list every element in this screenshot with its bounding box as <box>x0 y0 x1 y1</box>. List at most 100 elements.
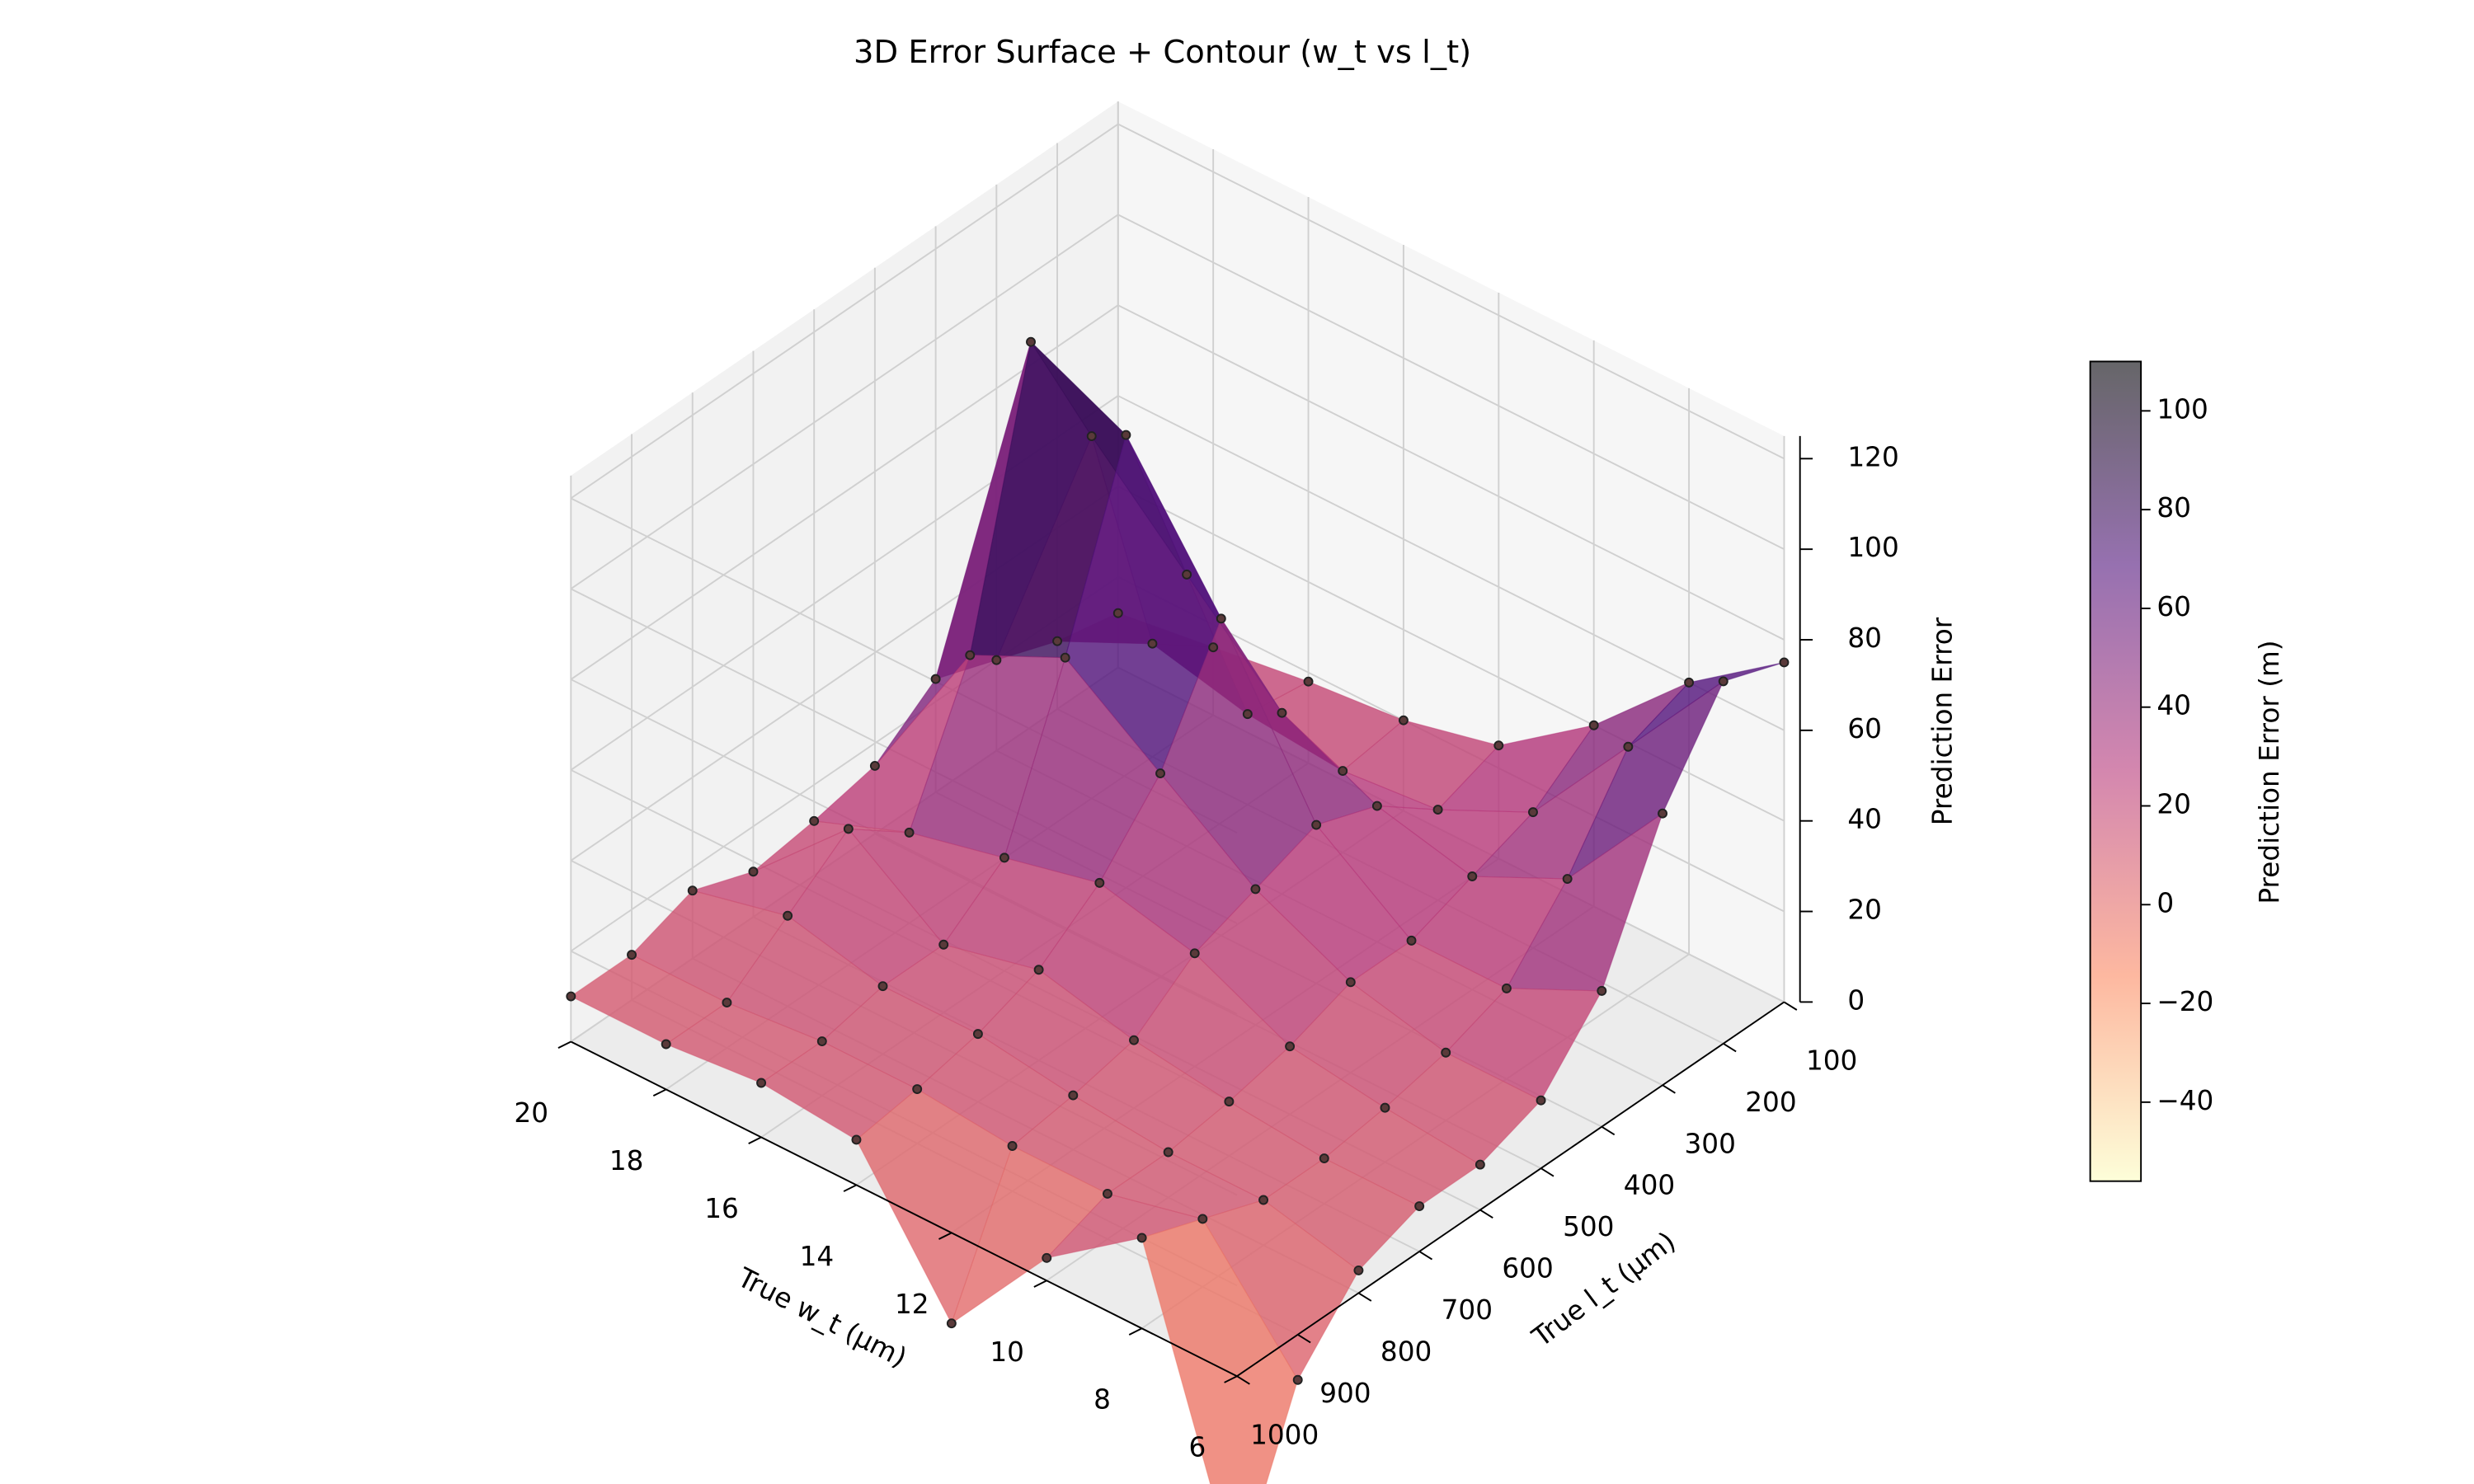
data-point <box>1432 805 1443 815</box>
y-tick <box>1418 1251 1433 1261</box>
data-point <box>1224 1097 1235 1107</box>
data-point <box>1121 430 1131 440</box>
data-point <box>1102 1188 1112 1199</box>
x-tick <box>557 1040 571 1050</box>
data-point <box>869 760 880 771</box>
data-point <box>912 1084 923 1094</box>
y-tick-label: 100 <box>1806 1045 1857 1076</box>
data-point <box>1658 808 1667 819</box>
data-point <box>1129 1035 1139 1045</box>
data-point <box>1182 569 1192 580</box>
surface <box>566 336 1790 1484</box>
x-tick <box>1033 1280 1047 1288</box>
x-axis-line <box>570 1040 1238 1378</box>
y-axis-line <box>1236 1001 1785 1378</box>
colorbar-tick-label: 60 <box>2157 591 2191 622</box>
y-tick <box>1236 1375 1250 1385</box>
z-tick-label: 20 <box>1847 895 1882 926</box>
data-point <box>1345 977 1356 988</box>
data-point <box>1033 965 1044 975</box>
data-point <box>991 655 1002 665</box>
x-axis-label: True w_t (μm) <box>732 1261 912 1374</box>
data-point <box>930 674 941 684</box>
axes: 6810121416182010020030040050060070080090… <box>514 435 1899 1463</box>
x-tick <box>748 1136 762 1144</box>
y-tick-label: 600 <box>1502 1253 1553 1284</box>
data-point <box>1136 1233 1147 1243</box>
data-point <box>999 852 1009 863</box>
data-point <box>1026 336 1036 347</box>
y-tick <box>1357 1292 1372 1302</box>
data-point <box>1371 801 1382 811</box>
x-tick-label: 12 <box>895 1289 929 1320</box>
data-point <box>1086 431 1097 442</box>
data-point <box>1588 720 1599 730</box>
data-point <box>1501 983 1512 993</box>
x-tick-label: 8 <box>1094 1384 1111 1416</box>
data-point <box>843 824 854 834</box>
data-point <box>851 1134 862 1145</box>
data-point <box>1068 1090 1079 1101</box>
y-tick <box>1540 1167 1554 1177</box>
data-point <box>877 981 888 992</box>
colorbar-tick-label: −20 <box>2157 986 2213 1017</box>
data-point <box>1319 1153 1329 1164</box>
z-tick-label: 60 <box>1847 713 1882 744</box>
data-point <box>1007 1141 1018 1151</box>
data-point <box>1536 1095 1546 1106</box>
colorbar-tick-label: −40 <box>2157 1085 2213 1116</box>
colorbar-tick-label: 80 <box>2157 492 2191 524</box>
data-point <box>1441 1047 1451 1058</box>
z-tick-label: 100 <box>1847 532 1898 563</box>
data-point <box>1779 657 1790 668</box>
data-point <box>1042 1252 1052 1263</box>
data-point <box>1380 1102 1390 1113</box>
x-tick-label: 6 <box>1189 1432 1206 1463</box>
colorbar: −40 −20 0 20 40 60 80 100 <box>2089 360 2213 1182</box>
data-point <box>1052 636 1063 646</box>
x-tick <box>1128 1327 1143 1336</box>
data-point <box>661 1039 671 1050</box>
y-tick-label: 500 <box>1563 1211 1614 1242</box>
data-point <box>1597 985 1607 996</box>
grid-line <box>1117 214 1785 551</box>
data-point <box>1208 642 1219 653</box>
colorbar-fill <box>2089 360 2142 1182</box>
x-tick <box>843 1184 857 1192</box>
data-point <box>1242 709 1253 720</box>
x-tick-label: 10 <box>990 1336 1024 1368</box>
y-tick-label: 800 <box>1380 1336 1432 1367</box>
data-point <box>566 991 576 1002</box>
colorbar-tick-label: 40 <box>2157 690 2191 721</box>
data-point <box>809 815 820 826</box>
data-point <box>1311 819 1322 830</box>
data-point <box>904 827 915 838</box>
grid-line <box>1117 395 1785 731</box>
data-point <box>1562 874 1573 885</box>
data-point <box>1718 676 1729 687</box>
z-axis-label: Prediction Error <box>1927 617 1959 825</box>
data-point <box>1189 948 1200 959</box>
data-point <box>1147 638 1158 649</box>
colorbar-tick-label: 0 <box>2157 887 2174 918</box>
back-pane <box>571 101 1118 1042</box>
z-tick-label: 0 <box>1847 984 1865 1016</box>
grid-line <box>570 123 1119 500</box>
y-tick <box>1783 1001 1798 1011</box>
y-tick-label: 400 <box>1624 1170 1675 1201</box>
y-tick-label: 200 <box>1745 1087 1796 1118</box>
y-tick <box>1297 1333 1311 1344</box>
grid-line <box>570 214 1119 590</box>
data-point <box>1258 1195 1269 1205</box>
x-tick <box>1224 1375 1238 1383</box>
data-point <box>627 950 637 960</box>
data-point <box>1155 768 1166 779</box>
x-tick-label: 18 <box>609 1145 644 1176</box>
y-tick-label: 1000 <box>1250 1419 1319 1450</box>
z-tick-label: 40 <box>1847 804 1882 835</box>
x-tick <box>652 1088 667 1097</box>
y-tick <box>1723 1042 1737 1053</box>
z-tick-label: 120 <box>1847 441 1898 472</box>
